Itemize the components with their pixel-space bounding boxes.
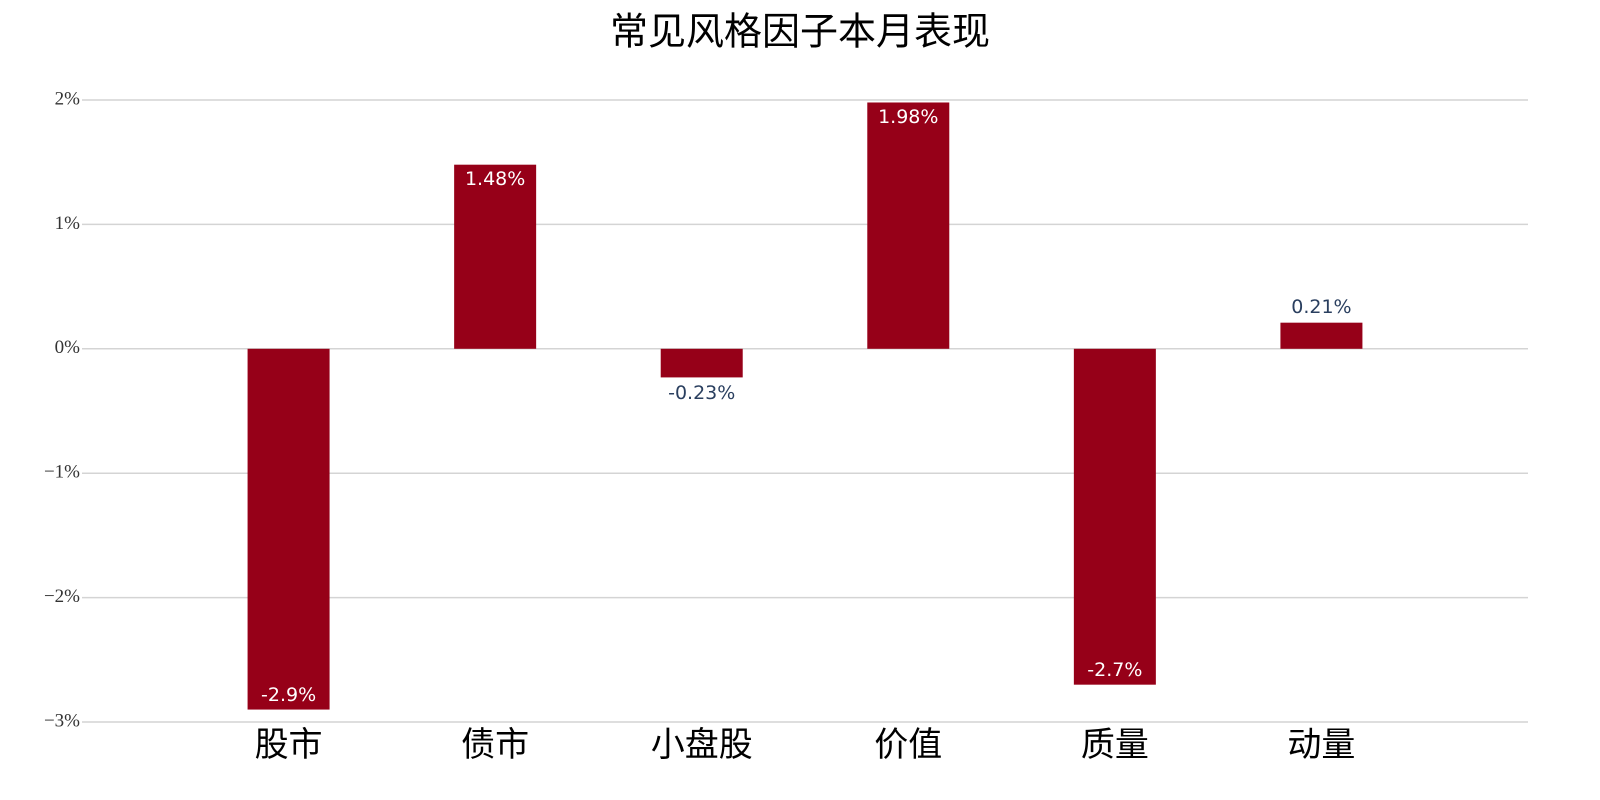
data-label: 1.98% [878, 106, 938, 128]
x-tick-label: 股市 [255, 726, 323, 764]
x-tick-label: 债市 [461, 726, 529, 764]
data-label: -0.23% [668, 382, 735, 404]
data-label: 1.48% [465, 168, 525, 190]
bar [660, 348, 743, 378]
bar [1073, 348, 1156, 685]
data-label: -2.9% [261, 684, 316, 706]
y-tick-label: −3% [44, 710, 80, 731]
x-tick-label: 动量 [1287, 727, 1355, 764]
data-label: 0.21% [1291, 296, 1351, 318]
bar [1280, 322, 1363, 349]
y-tick-label: −2% [44, 586, 80, 607]
x-tick-label: 质量 [1081, 727, 1149, 764]
bar [454, 164, 537, 349]
x-tick-label: 价值 [874, 726, 942, 764]
y-tick-label: 0% [55, 337, 81, 358]
bar [867, 102, 950, 349]
y-tick-label: 2% [55, 88, 81, 109]
y-tick-label: −1% [44, 462, 80, 483]
bar [247, 348, 330, 710]
data-label: -2.7% [1087, 659, 1142, 681]
chart-title: 常见风格因子本月表现 [610, 12, 990, 54]
x-tick-label: 小盘股 [651, 726, 753, 764]
y-tick-label: 1% [55, 213, 81, 234]
